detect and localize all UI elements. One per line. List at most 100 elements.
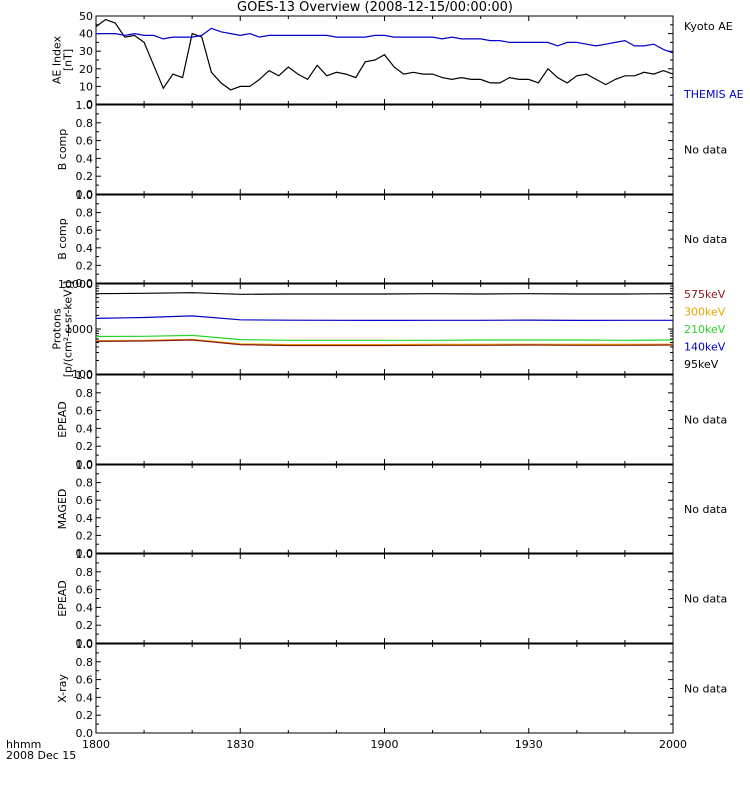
panel-frame	[95, 464, 674, 554]
legend-300kev: 300keV	[684, 306, 726, 319]
y-tick-label: 0.8	[76, 207, 94, 220]
y-axis-title: MAGED	[56, 489, 69, 530]
y-tick-label: 0.4	[76, 601, 94, 614]
panel-frame	[95, 553, 674, 644]
series-line-themis-ae	[96, 27, 674, 54]
y-tick-label: 0.0	[76, 458, 94, 471]
y-tick-label: 0.2	[76, 709, 94, 722]
y-tick-label: 20	[79, 63, 93, 76]
time-axis-unit-label: hhmm	[6, 738, 41, 751]
panel-frame	[95, 374, 674, 465]
y-tick-label: 0.6	[76, 584, 94, 597]
y-axis-title: AE Index	[51, 35, 64, 84]
y-tick-label: 50	[79, 10, 93, 23]
y-tick-label: 0.2	[76, 529, 94, 542]
panel-ae	[95, 15, 674, 105]
y-tick-label: 0.0	[76, 277, 94, 290]
legend-210kev: 210keV	[684, 323, 726, 336]
series-line-210kev	[95, 334, 674, 341]
y-tick-label: 0.6	[76, 405, 94, 418]
y-tick-label: 1.0	[76, 369, 94, 382]
legend-themis-ae: THEMIS AE	[683, 88, 744, 101]
y-tick-label: 0.4	[76, 691, 94, 704]
y-tick-label: 1.0	[76, 638, 94, 651]
y-tick-label: 40	[79, 28, 93, 41]
panel-xray	[95, 643, 674, 734]
x-tick-label: 2000	[659, 738, 687, 751]
series-line-kyoto-ae	[95, 18, 674, 91]
legend-kyoto-ae: Kyoto AE	[684, 20, 733, 33]
panel-maged	[95, 464, 674, 554]
x-tick-label: 1900	[371, 738, 399, 751]
y-axis-title: B comp	[56, 218, 69, 260]
y-tick-label: 0.8	[76, 566, 94, 579]
y-axis-title: [nT]	[62, 49, 75, 71]
y-tick-label: 0.8	[76, 117, 94, 130]
y-tick-label: 0.4	[76, 422, 94, 435]
panel-bcomp1	[95, 104, 674, 195]
series-line-575kev	[95, 339, 674, 347]
panel-frame	[95, 643, 674, 734]
y-tick-label: 0.2	[76, 619, 94, 632]
y-axis-title: EPEAD	[56, 401, 69, 438]
y-tick-label: 0	[86, 98, 93, 111]
y-tick-label: 0.0	[76, 727, 94, 740]
no-data-label: No data	[684, 144, 727, 157]
panel-frame	[95, 283, 674, 375]
y-tick-label: 0.0	[76, 188, 94, 201]
y-tick-label: 0.6	[76, 674, 94, 687]
panel-frame	[95, 194, 674, 284]
y-tick-label: 0.0	[76, 547, 94, 560]
y-tick-label: 0.4	[76, 512, 94, 525]
legend-140kev: 140keV	[684, 341, 726, 354]
y-axis-title: Protons	[51, 308, 64, 349]
y-tick-label: 0.6	[76, 224, 94, 237]
no-data-label: No data	[684, 233, 727, 246]
no-data-label: No data	[684, 683, 727, 696]
y-tick-label: 30	[79, 45, 93, 58]
no-data-label: No data	[684, 503, 727, 516]
panel-epead1	[95, 374, 674, 465]
panel-frame	[95, 104, 674, 195]
y-tick-label: 1.0	[76, 99, 94, 112]
legend-95kev: 95keV	[684, 358, 719, 371]
y-tick-label: 1000	[65, 323, 93, 336]
y-tick-label: 1.0	[76, 459, 94, 472]
panel-bcomp2	[95, 194, 674, 284]
y-tick-label: 1.0	[76, 189, 94, 202]
y-axis-title: B comp	[56, 129, 69, 171]
legend-575kev: 575keV	[684, 288, 726, 301]
y-tick-label: 0.8	[76, 656, 94, 669]
y-tick-label: 0.0	[76, 637, 94, 650]
y-tick-label: 10000	[58, 278, 93, 291]
y-tick-label: 0.8	[76, 477, 94, 490]
time-axis-date-label: 2008 Dec 15	[6, 749, 76, 762]
no-data-label: No data	[684, 593, 727, 606]
series-line-140kev	[95, 315, 673, 321]
series-line-300kev	[95, 338, 674, 346]
y-axis-title: [p/(cm²-s-sr-keV)]	[62, 281, 75, 378]
y-axis-title: EPEAD	[56, 580, 69, 617]
series-line-95kev	[95, 292, 674, 295]
no-data-label: No data	[684, 414, 727, 427]
x-tick-label: 1930	[515, 738, 543, 751]
x-tick-label: 1830	[226, 738, 254, 751]
y-tick-label: 0.6	[76, 494, 94, 507]
panel-epead2	[95, 553, 674, 644]
y-axis-title: X-ray	[56, 674, 69, 703]
y-tick-label: 0.2	[76, 259, 94, 272]
panel-frame	[95, 15, 674, 105]
panel-protons	[95, 283, 674, 375]
y-tick-label: 0.6	[76, 135, 94, 148]
y-tick-label: 0.4	[76, 242, 94, 255]
x-tick-label: 1800	[82, 738, 110, 751]
y-tick-label: 0.8	[76, 387, 94, 400]
chart-title: GOES-13 Overview (2008-12-15/00:00:00)	[237, 0, 513, 15]
y-tick-label: 100	[72, 368, 93, 381]
y-tick-label: 0.4	[76, 152, 94, 165]
y-tick-label: 10	[79, 80, 93, 93]
y-tick-label: 1.0	[76, 548, 94, 561]
y-tick-label: 0.2	[76, 170, 94, 183]
y-tick-label: 0.2	[76, 440, 94, 453]
